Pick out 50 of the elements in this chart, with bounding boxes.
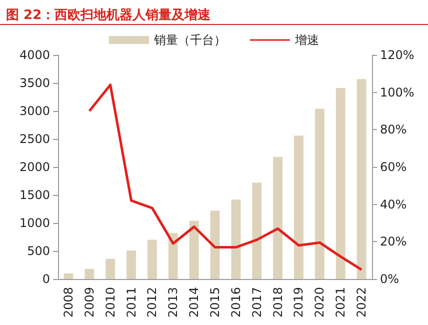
y2-tick-label: 0% — [380, 272, 400, 286]
y-tick-label: 3500 — [19, 76, 50, 90]
y-tick-label: 0 — [42, 272, 50, 286]
x-tick-label: 2011 — [124, 287, 138, 318]
x-tick-label: 2016 — [228, 287, 243, 318]
y2-tick-label: 40% — [380, 197, 407, 212]
x-tick-label: 2014 — [187, 287, 202, 318]
y-tick-label: 2000 — [19, 160, 50, 174]
bar — [189, 220, 199, 279]
x-tick-label: 2017 — [250, 287, 264, 318]
x-tick-label: 2020 — [312, 287, 327, 318]
x-tick-label: 2015 — [208, 287, 222, 318]
legend-label: 销量（千台） — [153, 33, 226, 47]
bar — [64, 273, 74, 279]
y2-tick-label: 100% — [380, 85, 414, 100]
y2-tick-label: 20% — [380, 234, 407, 249]
y-tick-label: 1000 — [19, 216, 50, 230]
bar — [210, 210, 220, 279]
y-tick-label: 500 — [27, 244, 50, 258]
bar — [84, 268, 94, 279]
bar — [273, 156, 283, 279]
x-tick-label: 2019 — [292, 287, 306, 318]
x-tick-label: 2022 — [354, 287, 369, 318]
y-tick-label: 1500 — [19, 188, 50, 202]
x-tick-label: 2008 — [61, 287, 76, 318]
x-tick-label: 2013 — [166, 287, 180, 318]
bar — [294, 136, 304, 279]
bar — [336, 88, 346, 279]
x-tick-label: 2018 — [270, 287, 285, 318]
x-tick-label: 2021 — [334, 287, 348, 318]
y2-tick-label: 80% — [380, 122, 407, 137]
y2-tick-label: 60% — [380, 160, 407, 174]
bar — [314, 108, 324, 279]
bar — [106, 258, 116, 279]
y-tick-label: 3000 — [19, 104, 50, 118]
x-tick-label: 2012 — [145, 287, 160, 318]
bar — [231, 199, 241, 279]
bar — [356, 79, 366, 279]
bar — [168, 233, 178, 279]
x-tick-label: 2010 — [103, 287, 118, 318]
bar — [126, 250, 136, 279]
bar — [252, 182, 262, 279]
legend-label: 增速 — [294, 33, 319, 47]
x-tick-label: 2009 — [82, 287, 96, 318]
line-series — [88, 84, 363, 271]
y-tick-label: 2500 — [19, 132, 50, 146]
y-tick-label: 4000 — [19, 48, 50, 62]
y2-tick-label: 120% — [380, 48, 414, 62]
bar — [147, 240, 157, 279]
chart-title: 图 22：西欧扫地机器人销量及增速 — [0, 0, 428, 25]
